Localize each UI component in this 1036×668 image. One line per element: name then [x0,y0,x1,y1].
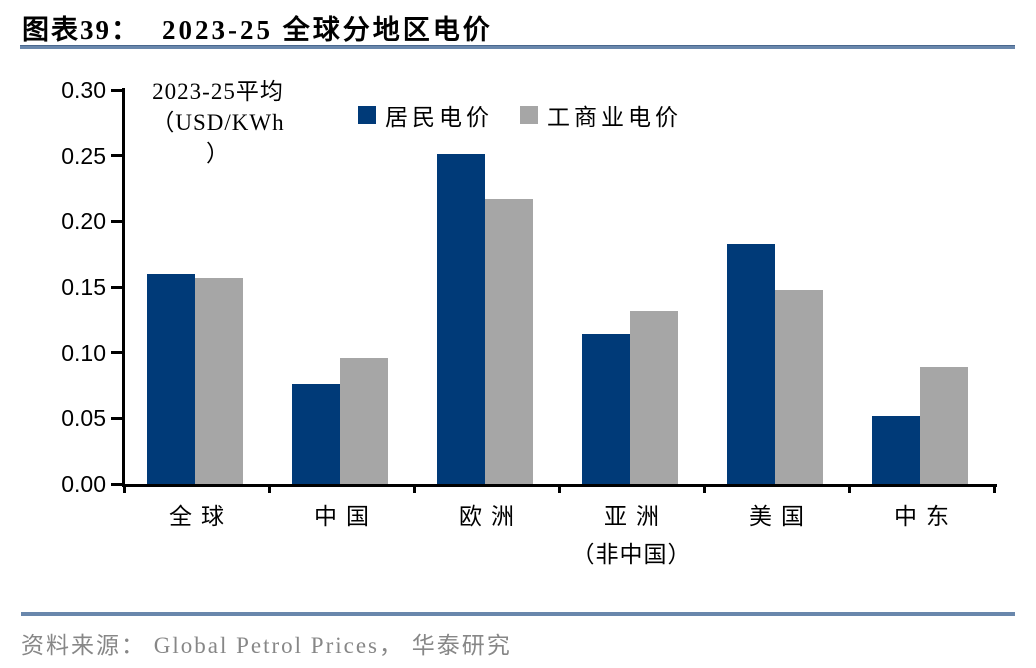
x-tick-label-line: 美国 [749,504,813,529]
figure-title: 2023-25 全球分地区电价 [162,15,493,45]
figure-label: 图表39： [22,15,140,45]
legend-label-residential: 居民电价 [385,105,493,130]
y-axis [122,88,125,487]
title-underline-rule [20,45,1015,49]
bar-series0-4 [727,243,775,484]
x-tick-label: 亚洲 （非中国） [547,498,717,574]
source-note: 资料来源： Global Petrol Prices， 华泰研究 [21,633,512,658]
bar-series1-2 [485,199,533,484]
y-tick-label: 0.10 [61,339,106,366]
legend-item-residential: 居民电价 [358,98,493,132]
x-tick [558,484,561,493]
x-tick [268,484,271,493]
footer-rule [21,612,1015,616]
x-tick-label-line: 中国 [314,504,378,529]
x-tick-label-line: 欧洲 [459,504,523,529]
x-tick [123,484,126,493]
x-tick-label: 欧洲 [402,498,572,536]
x-tick [993,484,996,493]
legend-swatch-residential [358,106,376,124]
axis-unit-note-line: ） [206,141,230,166]
y-tick-label: 0.05 [61,405,106,432]
bar-series0-0 [147,273,195,484]
x-tick-label-line: 中东 [894,504,958,529]
y-tick [111,285,122,289]
bar-series0-1 [292,384,340,484]
x-tick [848,484,851,493]
x-tick-label: 全球 [112,498,282,536]
y-tick-label: 0.20 [61,208,106,235]
chart-legend: 居民电价 工商业电价 [358,98,682,132]
y-tick-label: 0.30 [61,77,106,103]
y-tick [111,351,122,355]
y-tick-label: 0.25 [61,142,106,169]
y-tick [111,88,122,92]
legend-item-industrial: 工商业电价 [520,98,682,132]
bar-series1-3 [630,310,678,484]
y-tick-label: 0.15 [61,274,106,300]
bar-series0-2 [437,154,485,484]
x-tick-label-line: 亚洲 [604,504,668,529]
axis-unit-note-line: （USD/KWh [151,110,285,135]
bar-series1-4 [775,289,823,484]
bar-series0-3 [582,334,630,484]
x-tick [413,484,416,493]
y-tick [111,219,122,223]
axis-unit-note: 2023-25平均 （USD/KWh ） [126,76,310,169]
y-tick [111,482,122,486]
bar-series1-1 [340,357,388,484]
legend-label-industrial: 工商业电价 [547,105,682,130]
figure-header: 图表39： 2023-25 全球分地区电价 [22,8,493,47]
x-tick-label: 中国 [257,498,427,536]
y-tick [111,416,122,420]
x-tick-label: 美国 [692,498,862,536]
bar-series1-5 [920,367,968,484]
bar-series0-5 [872,415,920,484]
legend-swatch-industrial [520,106,538,124]
axis-unit-note-line: 2023-25平均 [152,79,284,104]
x-tick-label-line: 全球 [169,504,233,529]
bar-series1-0 [195,277,243,484]
x-tick-label-line: （非中国） [571,542,692,567]
y-tick-label: 0.00 [61,471,106,497]
x-tick [703,484,706,493]
x-tick-label: 中东 [837,498,1007,536]
y-tick [111,154,122,158]
